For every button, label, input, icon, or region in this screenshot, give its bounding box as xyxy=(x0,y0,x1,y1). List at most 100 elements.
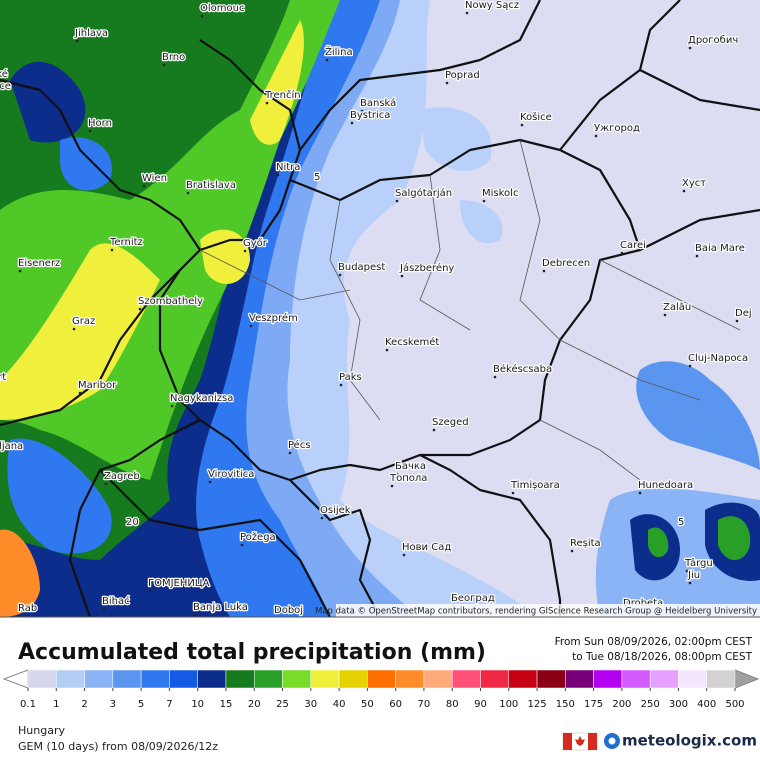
city-label: Salgótarján xyxy=(395,187,452,199)
legend-overflow xyxy=(734,669,760,689)
city-label: Brno xyxy=(162,52,185,63)
maple-leaf xyxy=(575,736,585,746)
city-dot xyxy=(338,273,342,277)
city-dot xyxy=(620,251,624,255)
border xyxy=(158,138,642,482)
model-run: GEM (10 days) from 08/09/2026/12z xyxy=(18,740,218,753)
legend-tick-label: 0.1 xyxy=(20,699,36,710)
legend-swatch xyxy=(536,669,566,689)
city-dot xyxy=(240,543,244,547)
city-dot xyxy=(465,11,469,15)
precip-area xyxy=(636,361,760,470)
city-label: Maribor xyxy=(78,380,117,391)
city-label: Dej xyxy=(735,308,752,319)
precip-area xyxy=(718,516,751,560)
city-dot xyxy=(395,199,399,203)
legend-swatch xyxy=(169,669,198,689)
border xyxy=(199,0,541,181)
city-label: Szombathely xyxy=(138,296,203,307)
contour-label: 5 xyxy=(678,517,684,528)
legend-tick-label: 5 xyxy=(138,699,144,710)
city-dot xyxy=(400,274,404,278)
legend-tick-label: 20 xyxy=(248,699,261,710)
flag-band xyxy=(563,733,572,750)
contour-label: 5 xyxy=(314,172,320,183)
border xyxy=(289,454,562,617)
city-label: Timișoara xyxy=(510,480,560,491)
city-dot xyxy=(685,569,689,573)
contour-label: 20 xyxy=(126,517,139,528)
city-dot xyxy=(339,383,343,387)
legend-tick-label: 80 xyxy=(446,699,459,710)
city-dot xyxy=(663,313,667,317)
brand-name[interactable]: meteologix.com xyxy=(622,732,757,750)
city-dot xyxy=(688,364,692,368)
city-dot xyxy=(276,173,280,177)
city-dot xyxy=(265,101,269,105)
city-label: Osijek xyxy=(320,505,351,516)
city-dot xyxy=(385,348,389,352)
city-label: Kecskemét xyxy=(385,336,439,348)
border xyxy=(0,78,201,251)
city-label: Horn xyxy=(88,118,112,129)
legend-tick-label: 50 xyxy=(361,699,374,710)
precip-area xyxy=(648,527,669,558)
city-dot xyxy=(110,248,114,252)
legend-tick-label: 150 xyxy=(556,699,575,710)
city-dot xyxy=(102,607,106,611)
legend-swatch xyxy=(140,669,170,689)
legend-tick-label: 70 xyxy=(418,699,431,710)
legend-swatch xyxy=(84,669,114,689)
city-label: Нови Сад xyxy=(402,542,451,553)
precip-area xyxy=(250,20,304,145)
legend-tick-label: 7 xyxy=(166,699,172,710)
legend-swatch xyxy=(508,669,538,689)
city-dot xyxy=(18,614,22,617)
city-dot xyxy=(493,375,497,379)
legend-tick-label: 90 xyxy=(474,699,487,710)
city-label: Olomouc xyxy=(200,3,244,14)
legend-swatch xyxy=(395,669,425,689)
city-label: Bihać xyxy=(102,595,130,607)
city-dot xyxy=(208,480,212,484)
city-label: Pécs xyxy=(288,439,311,451)
attribution: Map data © OpenStreetMap contributors, r… xyxy=(315,607,757,617)
color-legend: 0.1 1 2 3 5 7 10 15 20 25 30 40 50 60 70 80 90 100 125 150 1… xyxy=(2,669,760,710)
legend-swatch xyxy=(225,669,255,689)
city-label: Бачка xyxy=(395,461,426,472)
city-label: Doboj xyxy=(274,605,303,616)
legend-tick-label: 125 xyxy=(527,699,546,710)
precip-area xyxy=(420,107,492,171)
city-label: Klagenfurt xyxy=(0,372,6,383)
city-dot xyxy=(688,46,692,50)
precip-area xyxy=(0,529,40,617)
city-dot xyxy=(360,109,364,113)
city-dot xyxy=(432,428,436,432)
city-dot xyxy=(511,491,515,495)
legend-tick-label: 15 xyxy=(220,699,233,710)
precip-area xyxy=(200,229,250,284)
city-dot xyxy=(594,134,598,138)
legend-tick-label: 60 xyxy=(389,699,402,710)
period-start: From Sun 08/09/2026, 02:00pm CEST xyxy=(555,636,753,648)
city-dot xyxy=(142,184,146,188)
city-dot xyxy=(570,549,574,553)
city-label: Miskolc xyxy=(482,188,518,199)
map: Olomouc Nowy Sącz Дрогобич Jihlava Brno Žilin… xyxy=(0,0,760,617)
city-label: Дрогобич xyxy=(688,35,738,46)
city-dot xyxy=(88,129,92,133)
legend-tick-label: 2 xyxy=(81,699,87,710)
city-label: Carei xyxy=(620,240,646,251)
legend-tick-label: 500 xyxy=(725,699,744,710)
legend-tick-label: 300 xyxy=(669,699,688,710)
city-label: Hunedoara xyxy=(638,480,693,491)
canada-flag xyxy=(562,732,598,751)
city-dot xyxy=(186,191,190,195)
city-label: Győr xyxy=(243,237,268,249)
legend-tick-label: 250 xyxy=(641,699,660,710)
legend-swatch xyxy=(27,669,57,689)
city-label: Trenčín xyxy=(264,89,301,101)
city-label: Békéscsaba xyxy=(493,363,552,375)
